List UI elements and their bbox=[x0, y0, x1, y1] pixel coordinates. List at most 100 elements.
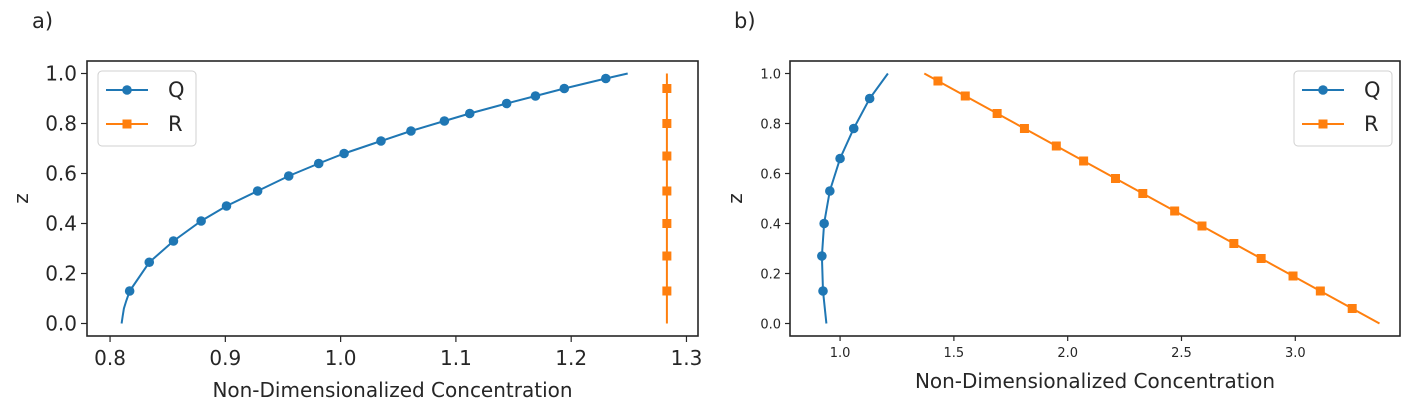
y-tick-label: 0.8 bbox=[45, 112, 77, 136]
y-axis-title: z bbox=[9, 193, 33, 204]
x-axis-title: Non-Dimensionalized Concentration bbox=[915, 369, 1275, 393]
data-point bbox=[1051, 141, 1061, 151]
data-point bbox=[817, 251, 827, 261]
data-point bbox=[662, 84, 672, 93]
series-r bbox=[662, 73, 672, 324]
data-point bbox=[1019, 124, 1029, 133]
legend-label: R bbox=[1364, 112, 1379, 136]
data-point bbox=[283, 171, 294, 181]
data-point bbox=[559, 83, 570, 94]
panel-label: a) bbox=[32, 9, 53, 33]
legend: QR bbox=[97, 70, 197, 147]
x-tick-label: 3.0 bbox=[1285, 346, 1306, 361]
legend-label: R bbox=[168, 112, 183, 136]
data-point bbox=[1315, 286, 1325, 296]
data-point bbox=[819, 218, 829, 229]
data-point bbox=[1256, 254, 1266, 263]
data-point bbox=[662, 151, 672, 161]
y-tick-label: 0.4 bbox=[760, 218, 781, 233]
x-tick-label: 2.5 bbox=[1171, 346, 1192, 361]
x-tick-label: 1.0 bbox=[830, 346, 851, 361]
x-tick-label: 2.0 bbox=[1057, 346, 1078, 361]
data-point bbox=[1347, 304, 1357, 313]
series-q bbox=[120, 72, 628, 324]
legend-item-q: Q bbox=[106, 78, 185, 102]
plot-frame bbox=[86, 60, 699, 337]
data-point bbox=[313, 158, 324, 169]
y-tick-label: 0.0 bbox=[760, 318, 781, 333]
x-tick-label: 0.9 bbox=[209, 346, 241, 370]
data-point bbox=[960, 91, 970, 101]
data-point bbox=[221, 201, 232, 211]
data-point bbox=[376, 136, 386, 146]
series-r bbox=[923, 72, 1380, 325]
data-point bbox=[196, 216, 206, 226]
legend-marker bbox=[122, 119, 132, 129]
data-point bbox=[662, 119, 672, 128]
x-tick-label: 1.5 bbox=[944, 346, 965, 361]
data-point bbox=[600, 73, 611, 84]
series-line bbox=[120, 72, 628, 324]
legend-item-r: R bbox=[106, 112, 183, 136]
data-point bbox=[464, 108, 475, 119]
data-point bbox=[992, 109, 1002, 118]
x-tick-label: 1.0 bbox=[325, 346, 357, 370]
plot-frame bbox=[789, 60, 1401, 337]
data-point bbox=[662, 186, 672, 196]
data-point bbox=[848, 123, 859, 134]
data-point bbox=[1288, 271, 1298, 281]
x-axis-title: Non-Dimensionalized Concentration bbox=[212, 378, 572, 402]
legend-marker bbox=[1318, 85, 1328, 95]
data-point bbox=[1110, 174, 1120, 183]
data-point bbox=[339, 148, 349, 159]
x-tick-label: 0.8 bbox=[94, 346, 126, 370]
data-point bbox=[1197, 221, 1207, 231]
legend-marker bbox=[1318, 119, 1328, 129]
x-tick-label: 1.2 bbox=[555, 346, 587, 370]
legend-item-r: R bbox=[1302, 112, 1379, 136]
data-point bbox=[144, 257, 155, 268]
data-point bbox=[818, 286, 828, 296]
y-tick-label: 0.6 bbox=[45, 162, 77, 186]
data-point bbox=[530, 91, 541, 101]
data-point bbox=[933, 76, 943, 86]
data-point bbox=[1079, 156, 1089, 166]
chart-panel-a: a) 0.8 0.9 1.0 1.1 1.2 1.3 0.0 0.2 0.4 0.6 0.8 1.0 No… bbox=[9, 9, 702, 402]
y-tick-label: 0.0 bbox=[45, 312, 77, 336]
chart-panel-b: b) 1.0 1.5 2.0 2.5 3.0 0.0 0.2 0.4 0.6 0.8 1.0 Non-D… bbox=[723, 9, 1401, 393]
data-point bbox=[662, 251, 672, 261]
x-tick-label: 1.1 bbox=[440, 346, 472, 370]
data-point bbox=[406, 126, 416, 136]
y-tick-label: 0.2 bbox=[760, 268, 781, 283]
y-tick-label: 0.8 bbox=[760, 118, 781, 133]
data-point bbox=[1170, 206, 1180, 216]
x-tick-label: 1.3 bbox=[671, 346, 703, 370]
data-point bbox=[501, 98, 512, 109]
y-axis-title: z bbox=[723, 193, 747, 204]
legend-label: Q bbox=[168, 78, 185, 102]
data-point bbox=[439, 116, 450, 126]
data-point bbox=[825, 186, 835, 196]
data-point bbox=[864, 93, 875, 104]
y-tick-label: 1.0 bbox=[45, 62, 77, 86]
y-tick-label: 0.2 bbox=[45, 262, 77, 286]
y-tick-label: 1.0 bbox=[760, 68, 781, 83]
y-tick-label: 0.4 bbox=[45, 212, 77, 236]
data-point bbox=[835, 153, 845, 164]
series-q bbox=[817, 72, 889, 324]
legend: QR bbox=[1293, 70, 1393, 147]
legend-label: Q bbox=[1364, 78, 1381, 102]
legend-marker bbox=[122, 85, 132, 95]
data-point bbox=[1229, 239, 1239, 248]
panel-label: b) bbox=[734, 9, 756, 33]
legend-item-q: Q bbox=[1302, 78, 1381, 102]
data-point bbox=[168, 236, 179, 246]
y-tick-label: 0.6 bbox=[760, 168, 781, 183]
data-point bbox=[124, 286, 135, 296]
data-point bbox=[662, 286, 672, 296]
data-point bbox=[252, 186, 263, 196]
data-point bbox=[662, 219, 672, 228]
data-point bbox=[1138, 189, 1148, 198]
series-line bbox=[820, 72, 889, 324]
